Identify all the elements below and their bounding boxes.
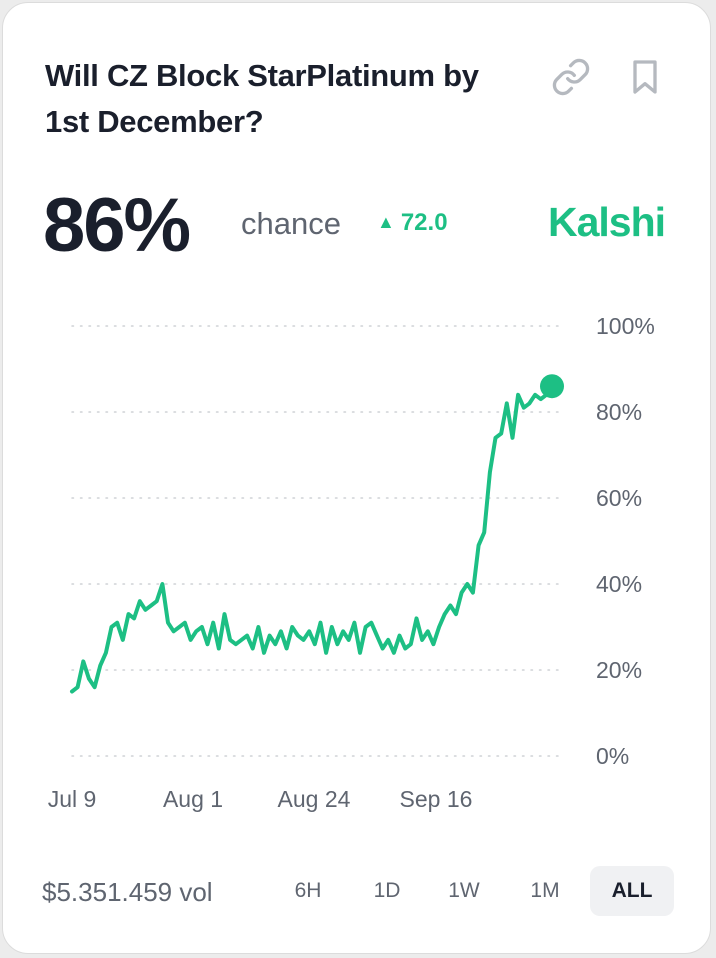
x-axis-label: Aug 1 xyxy=(163,786,223,812)
delta-value: 72.0 xyxy=(400,209,448,236)
range-1d[interactable]: 1D xyxy=(373,879,401,902)
series-line xyxy=(70,384,554,694)
x-axis-label: Jul 9 xyxy=(48,786,97,812)
range-1w[interactable]: 1W xyxy=(448,879,480,902)
link-icon[interactable] xyxy=(551,57,591,97)
y-axis-label: 0% xyxy=(596,743,629,769)
chance-percentage: 86% xyxy=(43,183,191,268)
bookmark-icon[interactable] xyxy=(625,57,665,97)
y-axis-label: 40% xyxy=(596,571,642,597)
chance-delta: ▲ 72.0 xyxy=(377,205,448,240)
volume-label: $5.351.459 vol xyxy=(42,877,213,907)
y-axis-label: 60% xyxy=(596,485,642,511)
market-title[interactable]: Will CZ Block StarPlatinum by 1st Decemb… xyxy=(45,58,479,139)
chance-label: chance xyxy=(241,206,341,241)
range-6h[interactable]: 6H xyxy=(294,879,322,902)
up-arrow-icon: ▲ xyxy=(377,212,395,232)
current-value-dot xyxy=(540,374,564,399)
time-range-selector: 6H 1D 1W 1M ALL xyxy=(0,866,716,918)
x-axis-label: Aug 24 xyxy=(278,786,351,812)
range-all[interactable]: ALL xyxy=(590,866,674,916)
brand-logo[interactable]: Kalshi xyxy=(548,199,666,245)
range-1m[interactable]: 1M xyxy=(530,879,560,902)
y-axis-label: 100% xyxy=(596,313,655,339)
y-axis-label: 80% xyxy=(596,399,642,425)
y-axis-label: 20% xyxy=(596,657,642,683)
x-axis-label: Sep 16 xyxy=(400,786,473,812)
probability-chart: 100% 80% 60% 40% 20% 0% Jul 9 Aug 1 Aug 24 Sep 16 xyxy=(48,313,655,812)
